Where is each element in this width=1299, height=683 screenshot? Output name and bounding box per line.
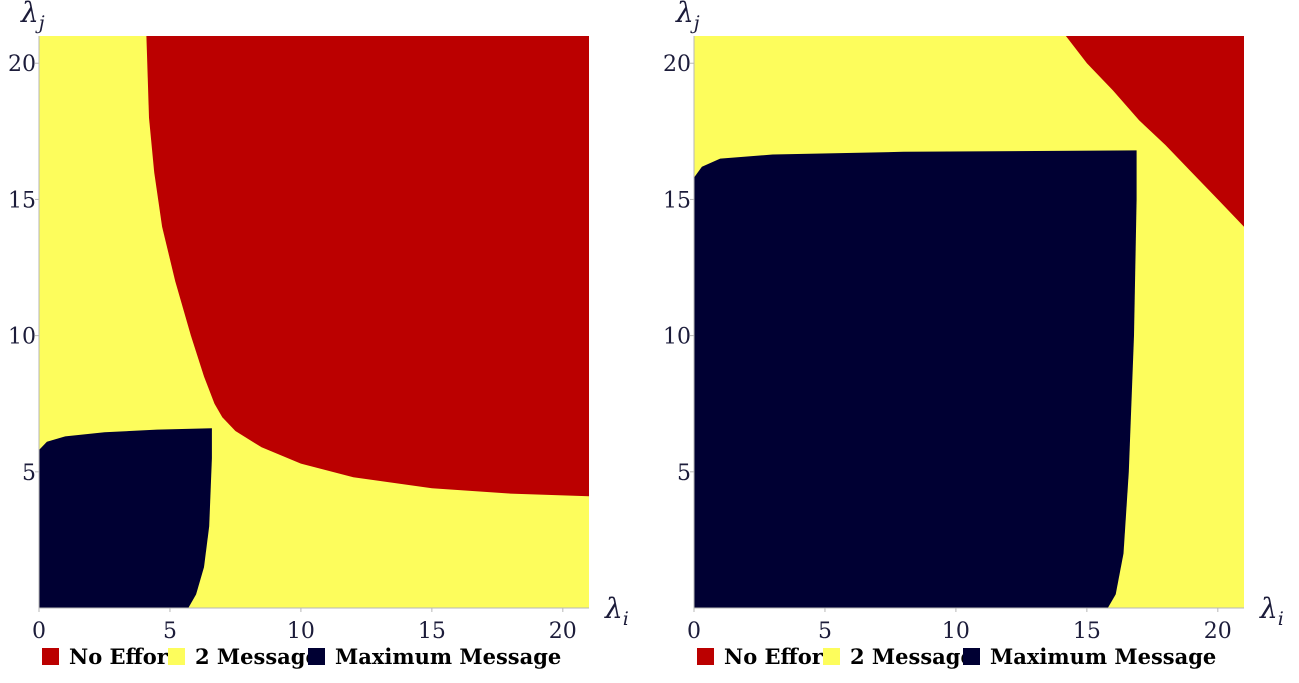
y-tick-label: 20 [8,52,36,77]
y-tick-label: 10 [663,325,691,350]
legend-label: Maximum Message [335,644,561,669]
legend-label: No Effort [69,644,178,669]
x-tick-label: 10 [287,619,315,644]
y-tick-label: 5 [22,461,36,486]
legend-swatch [308,648,325,665]
y-tick-label: 10 [8,325,36,350]
x-axis-label: λi [604,592,629,630]
region-no-effort [146,36,589,497]
legend-swatch [697,648,714,665]
x-tick-label: 20 [549,619,577,644]
region-maximum-message [694,150,1137,608]
y-tick-label: 20 [663,52,691,77]
legend-swatch [168,648,185,665]
region-no-effort [1065,36,1244,227]
legend-swatch [963,648,980,665]
x-tick-label: 0 [687,619,701,644]
x-tick-label: 10 [942,619,970,644]
legend-label: Maximum Message [990,644,1216,669]
legend-label: No Effort [724,644,833,669]
x-tick-label: 15 [418,619,446,644]
y-axis-label: λj [20,0,45,34]
region-maximum-message [39,428,212,608]
x-tick-label: 20 [1204,619,1232,644]
legend-item-maximum-message: Maximum Message [963,644,1216,669]
legend-item-no-effort: No Effort [42,644,178,669]
legend-item-2-message: 2 Message [823,644,974,669]
legend-item-no-effort: No Effort [697,644,833,669]
legend-swatch [42,648,59,665]
x-tick-label: 5 [163,619,177,644]
x-tick-label: 0 [32,619,46,644]
legend-label: 2 Message [195,644,319,669]
legend-label: 2 Message [850,644,974,669]
x-axis-label: λi [1259,592,1284,630]
left-panel: 0 5 10 15 20 5 10 15 20 λi λj No Effort 2 Message Max… [8,0,629,669]
y-axis-label: λj [675,0,700,34]
x-tick-label: 5 [818,619,832,644]
y-tick-label: 15 [663,188,691,213]
legend-swatch [823,648,840,665]
legend-item-2-message: 2 Message [168,644,319,669]
right-panel: 0 5 10 15 20 5 10 15 20 λi λj No Effort 2 Message Max… [663,0,1284,669]
y-tick-label: 5 [677,461,691,486]
x-tick-label: 15 [1073,619,1101,644]
y-tick-label: 15 [8,188,36,213]
legend-item-maximum-message: Maximum Message [308,644,561,669]
